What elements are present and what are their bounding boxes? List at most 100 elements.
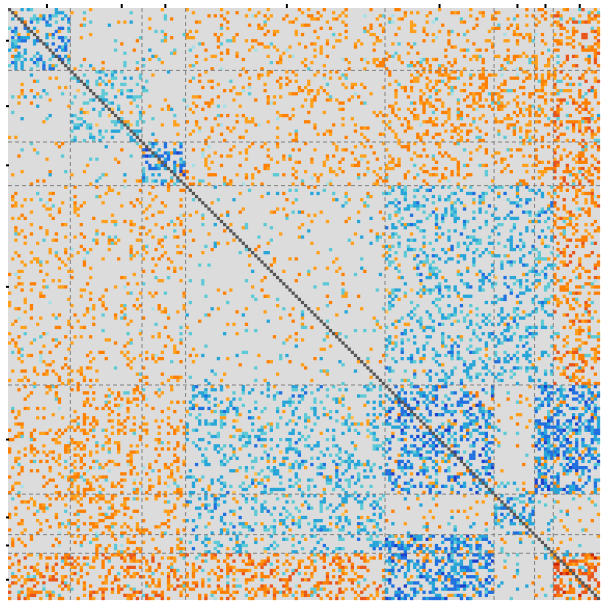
heatmap-cell [506, 89, 510, 93]
heatmap-cell [581, 391, 585, 395]
heatmap-cell [79, 335, 83, 339]
heatmap-cell [198, 73, 202, 77]
heatmap-cell [341, 204, 345, 208]
heatmap-cell [562, 8, 566, 12]
heatmap-cell [419, 356, 423, 361]
heatmap-cell [441, 378, 445, 383]
heatmap-cell [547, 216, 551, 221]
heatmap-cell [104, 145, 108, 149]
heatmap-cell [210, 307, 214, 311]
heatmap-cell [148, 166, 152, 171]
heatmap-cell [26, 353, 30, 358]
heatmap-cell [20, 282, 24, 286]
heatmap-cell [123, 20, 127, 24]
heatmap-cell [110, 107, 115, 111]
heatmap-cell [45, 285, 49, 289]
heatmap-cell [550, 391, 554, 395]
heatmap-cell [375, 57, 379, 62]
heatmap-cell [54, 394, 59, 398]
heatmap-cell [126, 341, 130, 345]
heatmap-cell [104, 129, 108, 133]
heatmap-cell [450, 45, 454, 49]
heatmap-cell [154, 151, 158, 155]
heatmap-cell [163, 151, 168, 155]
heatmap-cell [394, 288, 398, 292]
heatmap-cell [263, 275, 267, 280]
heatmap-cell [204, 388, 208, 392]
heatmap-cell [107, 437, 111, 442]
heatmap-cell [453, 70, 457, 74]
heatmap-cell [425, 182, 429, 186]
heatmap-cell [503, 32, 507, 37]
heatmap-cell [176, 132, 180, 136]
heatmap-cell [17, 316, 21, 320]
heatmap-cell [494, 17, 498, 21]
heatmap-cell [20, 148, 24, 152]
heatmap-cell [263, 141, 267, 146]
heatmap-cell [562, 325, 566, 330]
heatmap-cell [419, 282, 423, 286]
heatmap-cell [540, 8, 545, 12]
heatmap-cell [332, 397, 336, 401]
heatmap-cell [20, 347, 24, 351]
heatmap-cell [310, 60, 314, 65]
heatmap-cell [518, 316, 523, 320]
heatmap-cell [244, 70, 249, 74]
heatmap-cell [194, 394, 199, 398]
heatmap-cell [45, 117, 49, 121]
heatmap-cell [512, 29, 517, 34]
heatmap-cell [89, 291, 93, 295]
heatmap-cell [360, 154, 364, 158]
heatmap-cell [57, 325, 62, 330]
heatmap-cell [113, 241, 118, 245]
heatmap-cell [571, 350, 576, 355]
heatmap-cell [222, 332, 227, 336]
heatmap-cell [226, 11, 230, 15]
heatmap-cell [562, 288, 566, 292]
heatmap-cell [288, 45, 292, 49]
heatmap-cell [378, 235, 383, 239]
heatmap-cell [550, 385, 554, 389]
heatmap-cell [450, 381, 454, 386]
heatmap-cell [304, 23, 308, 27]
heatmap-cell [553, 219, 557, 224]
heatmap-cell [562, 372, 566, 376]
heatmap-cell [375, 182, 379, 186]
heatmap-cell [500, 307, 504, 311]
heatmap-cell [325, 294, 330, 298]
heatmap-cell [559, 176, 563, 180]
heatmap-cell [207, 406, 211, 411]
heatmap-cell [413, 163, 417, 168]
heatmap-cell [163, 145, 168, 149]
heatmap-cell [518, 85, 523, 90]
heatmap-cell [578, 431, 582, 436]
heatmap-cell [403, 191, 407, 196]
heatmap-cell [120, 148, 124, 152]
heatmap-cell [487, 39, 492, 43]
heatmap-cell [151, 185, 155, 189]
heatmap-cell [251, 182, 255, 186]
heatmap-cell [509, 23, 513, 27]
heatmap-cell [456, 166, 460, 171]
heatmap-cell [145, 244, 149, 249]
heatmap-cell [207, 182, 211, 186]
heatmap-cell [456, 138, 460, 143]
heatmap-cell [406, 204, 411, 208]
heatmap-cell [568, 238, 573, 242]
heatmap-cell [490, 107, 495, 111]
heatmap-cell [431, 173, 436, 177]
heatmap-cell [571, 375, 576, 379]
heatmap-cell [51, 204, 55, 208]
heatmap-cell [469, 73, 473, 77]
heatmap-cell [204, 157, 208, 161]
heatmap-cell [388, 70, 392, 74]
heatmap-cell [413, 247, 417, 252]
heatmap-cell [266, 120, 270, 124]
heatmap-cell [500, 310, 504, 314]
heatmap-cell [275, 29, 280, 34]
heatmap-cell [441, 275, 445, 280]
heatmap-cell [469, 76, 473, 80]
heatmap-cell [378, 110, 383, 115]
heatmap-cell [450, 413, 454, 417]
heatmap-cell [141, 151, 146, 155]
